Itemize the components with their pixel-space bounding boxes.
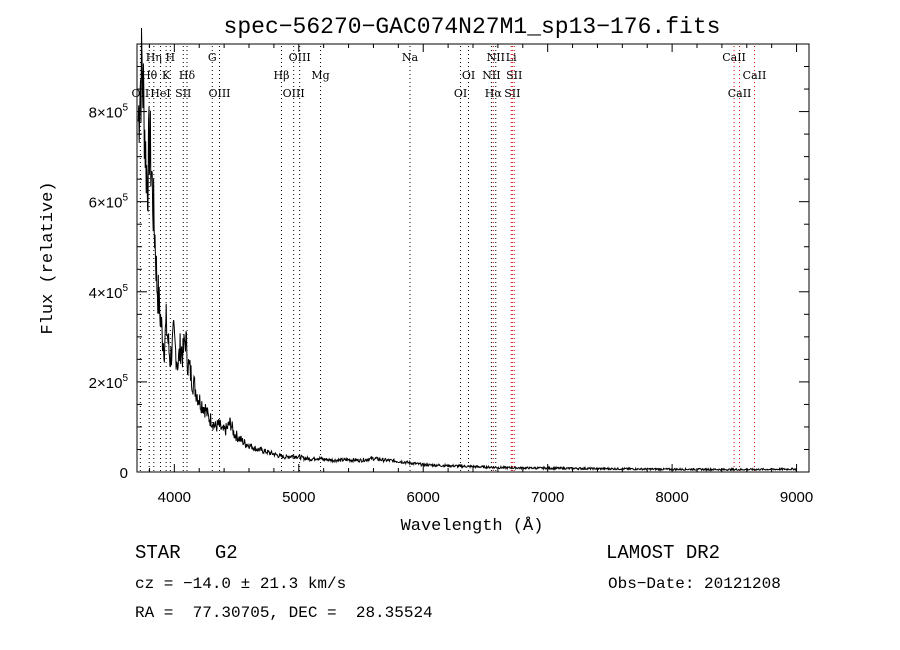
spectral-line-label: Hη (146, 51, 162, 64)
spectral-line-label: G (208, 51, 217, 64)
spectral-line-label: HeI (150, 87, 170, 100)
spectral-line-label: SII (175, 87, 191, 100)
spectral-line-label: CaII (743, 69, 767, 82)
spectral-line-label: OIII (208, 87, 230, 100)
spectral-line-label: Hα (485, 87, 503, 100)
y-tick-label: 8×105 (89, 103, 129, 122)
spectral-line-label: H (166, 51, 176, 64)
observation-date: Obs−Date: 20121208 (608, 575, 781, 593)
x-tick-label: 9000 (780, 489, 813, 506)
spectral-line-label: NII (487, 51, 505, 64)
spectral-line-label: OIII (289, 51, 311, 64)
y-tick-label: 6×105 (89, 193, 129, 212)
spectral-line-label: SII (506, 69, 522, 82)
spectrum-trace (137, 27, 797, 472)
spectral-line-label: Hθ (141, 69, 158, 82)
plot-frame (136, 43, 810, 473)
spectral-line-label: Na (402, 51, 419, 64)
spectral-line-label: Mg (311, 69, 329, 82)
y-tick-label: 4×105 (89, 283, 129, 302)
x-axis-label: Wavelength (Å) (401, 517, 544, 536)
spectral-line-label: CaII (728, 87, 752, 100)
spectral-line-label: OIII (283, 87, 305, 100)
object-class: STAR G2 (135, 542, 238, 564)
y-tick-label: 0 (120, 465, 128, 482)
spectral-line-label: Hδ (179, 69, 196, 82)
x-tick-label: 6000 (407, 489, 440, 506)
x-tick-label: 7000 (531, 489, 564, 506)
spectral-lines (139, 46, 755, 472)
spectral-line-label: OI (454, 87, 467, 100)
redshift-cz: cz = −14.0 ± 21.3 km/s (135, 575, 347, 593)
spectral-line-labels: OIIHθHηHeIKHSIIHδGOIIIHβOIIIOIIIMgNaOIOI… (132, 51, 767, 100)
survey-name: LAMOST DR2 (606, 542, 721, 564)
x-tick-label: 8000 (655, 489, 688, 506)
x-tick-label: 4000 (158, 489, 191, 506)
spectral-line-label: K (162, 69, 171, 82)
y-tick-label: 2×105 (89, 373, 129, 392)
spectral-line-label: Li (506, 51, 517, 64)
x-tick-label: 5000 (282, 489, 315, 506)
spectral-line-label: Hβ (274, 69, 290, 82)
axis-ticks: 4000 5000 6000 7000 8000 9000 0 2×105 4×105 6×105… (89, 44, 813, 506)
spectral-line-label: OI (462, 69, 475, 82)
spectral-line-label: NII (482, 69, 500, 82)
spectral-line-label: CaII (722, 51, 746, 64)
spectral-line-label: SII (504, 87, 520, 100)
y-axis-label: Flux (relative) (39, 181, 58, 334)
coordinates: RA = 77.30705, DEC = 28.35524 (135, 604, 433, 622)
chart-title: spec−56270−GAC074N27M1_sp13−176.fits (224, 14, 721, 40)
